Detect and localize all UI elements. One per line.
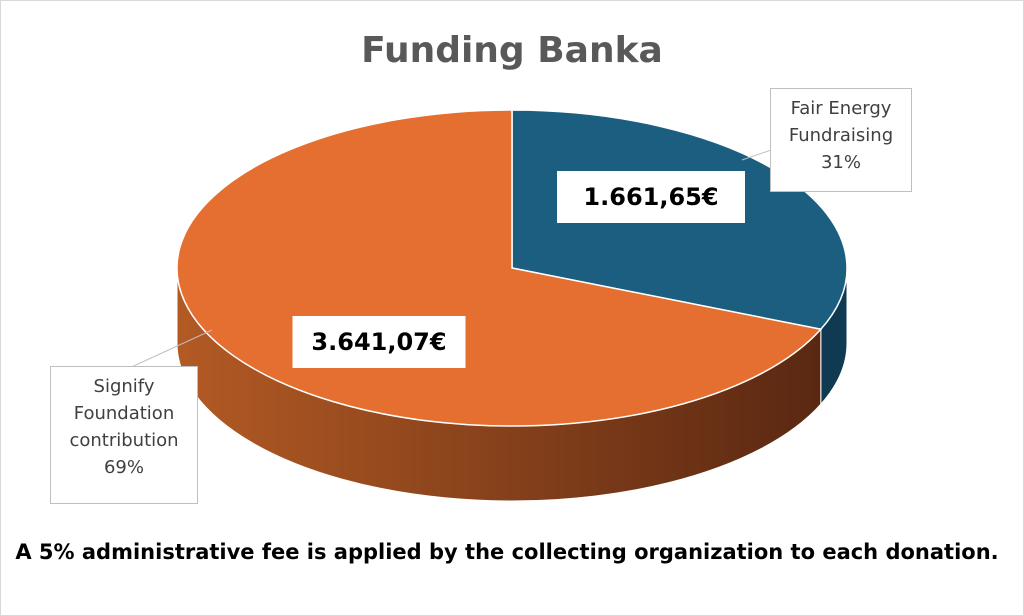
- value-labels: 1.661,65€ 3.641,07€: [292, 171, 745, 368]
- legend-callout: Fair Energy Fundraising 31%: [770, 88, 912, 192]
- value-label: 3.641,07€: [311, 328, 446, 356]
- legend-label: Signify Foundation contribution: [69, 376, 179, 451]
- value-label-box: [292, 316, 466, 368]
- percent-label: 31%: [820, 152, 861, 173]
- legend-label: Fair Energy Fundraising: [788, 98, 894, 146]
- chart-title: Funding Banka: [361, 30, 663, 71]
- legend-callout: Signify Foundation contribution 69%: [50, 366, 198, 504]
- percent-label: 69%: [103, 457, 144, 478]
- callout-line: [124, 329, 213, 371]
- value-label-box: [557, 171, 745, 223]
- value-label: 1.661,65€: [583, 183, 718, 211]
- annotation: A 5% administrative fee is applied by th…: [15, 540, 998, 564]
- pie: [176, 109, 848, 502]
